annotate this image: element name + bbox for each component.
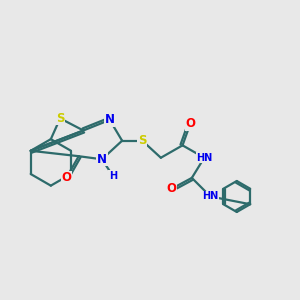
Text: O: O [185,117,195,130]
Text: S: S [56,112,64,125]
Text: O: O [167,182,177,195]
Text: HN: HN [196,153,212,163]
Text: HN: HN [202,191,219,202]
Text: N: N [97,153,107,166]
Text: O: O [61,171,71,184]
Text: N: N [105,113,115,126]
Text: S: S [138,134,146,147]
Text: H: H [109,171,117,181]
